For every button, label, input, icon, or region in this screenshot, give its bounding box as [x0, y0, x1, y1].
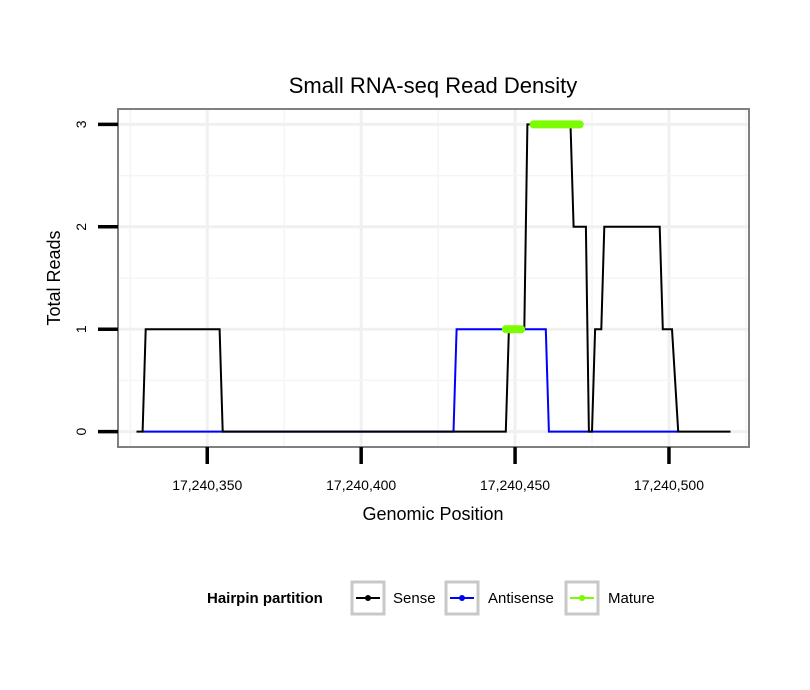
grid	[118, 109, 749, 447]
legend-label-mature: Mature	[608, 590, 655, 607]
y-axis-title: Total Reads	[44, 230, 64, 325]
series-sense-line	[136, 123, 731, 433]
legend-point-sense	[365, 595, 371, 601]
y-tick-label: 2	[73, 223, 89, 231]
x-tick-label: 17,240,450	[480, 477, 550, 493]
y-tick-label: 1	[73, 325, 89, 333]
legend-title: Hairpin partition	[207, 590, 323, 607]
x-tick-label: 17,240,350	[172, 477, 242, 493]
series-layer	[136, 120, 731, 433]
x-axis-title: Genomic Position	[362, 504, 503, 524]
panel-border	[117, 108, 750, 448]
legend-point-antisense	[459, 595, 465, 601]
series-antisense-line	[142, 328, 679, 433]
legend-point-mature	[579, 595, 585, 601]
chart-title: Small RNA-seq Read Density	[289, 73, 578, 98]
legend-label-antisense: Antisense	[488, 590, 554, 607]
y-tick-label: 3	[73, 120, 89, 128]
y-tick-label: 0	[73, 428, 89, 436]
x-tick-label: 17,240,500	[634, 477, 704, 493]
x-tick-label: 17,240,400	[326, 477, 396, 493]
axes: 17,240,350 17,240,400 17,240,450 17,240,500…	[73, 120, 704, 493]
legend-label-sense: Sense	[393, 590, 436, 607]
legend: Hairpin partition Sense Antisense Mature	[207, 580, 655, 616]
